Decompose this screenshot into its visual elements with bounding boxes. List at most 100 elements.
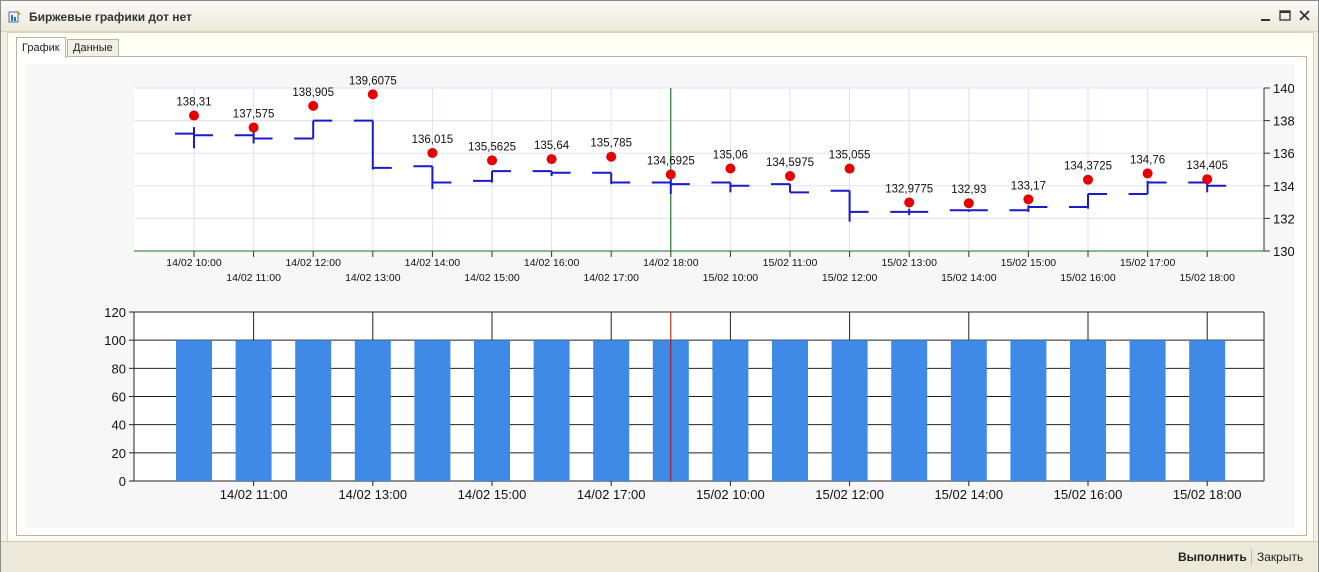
tab-data[interactable]: Данные [67,39,119,57]
minimize-button[interactable] [1258,9,1274,23]
volume-bar [354,340,391,481]
price-x-tick-label: 15/02 14:00 [941,272,997,284]
volume-x-tick-label: 14/02 11:00 [220,487,288,502]
price-y-tick-label: 130 [1273,244,1294,259]
volume-bar [1189,340,1226,481]
volume-y-tick-label: 120 [104,305,126,320]
volume-bar [533,340,570,481]
volume-bar [891,340,928,481]
price-marker-label: 134,5975 [766,157,814,169]
volume-y-tick-label: 20 [112,446,126,461]
price-marker-point [1083,174,1093,185]
price-marker-point [367,89,378,100]
price-marker-point [963,198,974,209]
price-marker-label: 132,9775 [885,183,933,195]
price-marker-point [1023,194,1034,205]
price-x-tick-label: 14/02 17:00 [583,272,639,284]
volume-bar [1070,340,1106,481]
volume-bar [593,340,630,481]
ohlc-bar [771,183,809,194]
price-marker-label: 138,31 [176,97,211,109]
ohlc-bar [592,171,631,185]
ohlc-bar [890,208,929,216]
price-marker-point [844,163,855,174]
price-marker-label: 135,5625 [468,141,516,153]
volume-x-tick-label: 15/02 14:00 [934,487,1003,502]
ohlc-bar [532,170,571,177]
price-marker-label: 136,015 [412,134,454,146]
price-marker-label: 132,93 [951,184,986,196]
app-icon [8,10,21,23]
ohlc-bar [830,189,869,222]
price-x-tick-label: 14/02 14:00 [405,257,461,269]
form-content: График Данные 130 132 134 136 138 140 14/02 10… [7,32,1314,542]
price-plot-background [134,88,1264,251]
price-marker-label: 138,905 [292,87,334,99]
price-marker-point [248,122,259,133]
volume-x-tick-label: 14/02 15:00 [458,487,527,502]
price-marker-label: 134,405 [1186,160,1228,172]
chart-area: 130 132 134 136 138 140 14/02 10:00 14/02 11:00… [25,64,1295,528]
price-marker-point [785,171,795,182]
price-marker-label: 133,17 [1011,180,1046,192]
price-marker-point [606,151,617,162]
ohlc-bar [294,119,333,140]
price-marker-point [1142,168,1153,179]
volume-x-tick-label: 15/02 16:00 [1054,487,1123,502]
price-marker-point [546,154,557,165]
price-x-tick-label: 14/02 10:00 [166,257,222,269]
price-x-tick-label: 15/02 11:00 [763,257,818,269]
price-x-tick-label: 15/02 13:00 [881,257,937,269]
volume-x-tick-label: 15/02 10:00 [696,487,765,502]
price-marker-label: 137,575 [233,109,275,121]
price-marker-point [665,169,676,180]
price-x-tick-label: 14/02 11:00 [226,272,281,284]
price-x-tick-label: 15/02 17:00 [1120,257,1176,269]
ohlc-bar [949,209,988,212]
volume-x-tick-label: 15/02 18:00 [1173,487,1242,502]
run-button[interactable]: Выполнить [1178,550,1247,564]
price-x-tick-label: 15/02 18:00 [1179,272,1235,284]
ohlc-bar [175,127,213,149]
price-marker-point [904,197,915,208]
price-x-tick-label: 15/02 16:00 [1060,272,1116,284]
price-x-tick-label: 14/02 13:00 [345,272,401,284]
ohlc-bar [1128,180,1167,195]
window-title: Биржевые графики дот нет [29,10,192,24]
price-marker-label: 135,06 [713,150,748,162]
price-y-tick-label: 138 [1273,114,1294,129]
price-marker-label: 135,785 [590,138,632,150]
price-x-tick-label: 14/02 16:00 [524,257,580,269]
price-marker-point [1202,174,1213,185]
price-marker-label: 135,055 [829,150,871,162]
volume-bar [474,340,510,481]
charts-svg: 130 132 134 136 138 140 14/02 10:00 14/02 11:00… [104,75,1294,502]
title-bar: Биржевые графики дот нет [1,1,1318,32]
price-marker-point [189,110,199,121]
price-x-tick-label: 14/02 12:00 [285,257,341,269]
price-y-tick-label: 136 [1273,146,1294,161]
price-x-tick-label: 14/02 18:00 [643,257,699,269]
ohlc-bar [711,181,750,193]
tab-chart[interactable]: График [16,37,66,58]
volume-y-tick-label: 80 [112,361,126,376]
volume-x-tick-label: 14/02 17:00 [577,487,646,502]
volume-bar [414,340,451,481]
maximize-button[interactable] [1277,9,1293,23]
footer-bar: Выполнить Закрыть [1,541,1318,572]
price-y-tick-label: 140 [1273,81,1294,96]
volume-y-tick-label: 40 [112,418,126,433]
volume-bar [295,340,332,481]
volume-bar [772,340,808,481]
price-marker-label: 134,6925 [647,156,695,168]
close-icon[interactable] [1297,9,1313,23]
price-y-tick-label: 132 [1273,211,1294,226]
price-x-tick-label: 14/02 15:00 [464,272,520,284]
price-marker-label: 139,6075 [349,75,397,87]
volume-bar [176,340,212,481]
ohlc-bar [353,119,392,170]
close-button[interactable]: Закрыть [1257,550,1304,564]
price-marker-label: 134,76 [1130,154,1165,166]
price-marker-point [487,155,497,166]
